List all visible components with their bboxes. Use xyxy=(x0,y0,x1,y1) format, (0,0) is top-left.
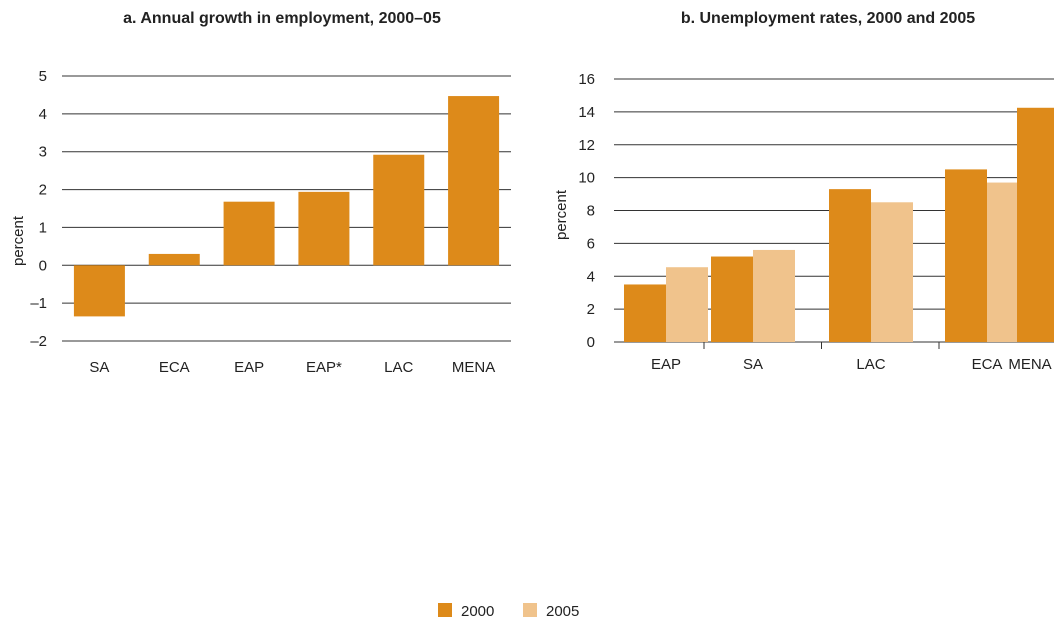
panel-b-y-tick: 8 xyxy=(587,203,595,220)
panel-b-y-tick: 12 xyxy=(578,137,595,154)
panel-b-y-tick: 4 xyxy=(587,268,595,285)
panel-a-bar-lac xyxy=(373,154,425,266)
panel-b-bar-eca-2000 xyxy=(945,169,987,342)
legend-label-2005: 2005 xyxy=(546,603,579,620)
panel-a-y-tick: –2 xyxy=(30,333,47,350)
panel-a-bar-eca xyxy=(148,253,200,266)
panel-b-bar-lac-2005 xyxy=(871,202,913,342)
panel-a-bar-sa xyxy=(73,265,125,317)
panel-b-bar-sa-2000 xyxy=(711,256,753,342)
panel-b-bar-sa-2005 xyxy=(753,249,795,342)
panel-a-y-tick: 0 xyxy=(39,257,47,274)
panel-b-y-axis-label: percent xyxy=(553,189,570,240)
panel-a-category-eap: EAP xyxy=(234,359,264,376)
panel-b-category-sa: SA xyxy=(743,356,763,373)
panel-b-y-tick: 2 xyxy=(587,301,595,318)
legend-swatch-2000 xyxy=(438,603,452,617)
panel-b-category-lac: LAC xyxy=(856,356,885,373)
panel-a-bar-eap xyxy=(298,191,350,266)
panel-a-category-eca: ECA xyxy=(159,359,190,376)
panel-b-bar-eap-2005 xyxy=(666,267,708,342)
panel-a-y-tick: –1 xyxy=(30,295,47,312)
panel-a-y-tick: 2 xyxy=(39,182,47,199)
panel-b-unemployment-rates: b. Unemployment rates, 2000 and 2005 per… xyxy=(553,10,1054,373)
panel-a-y-tick: 3 xyxy=(39,144,47,161)
panel-b-y-tick: 14 xyxy=(578,104,595,121)
panel-a-gridlines xyxy=(62,75,511,342)
panel-a-bar-eap xyxy=(223,201,275,266)
legend-label-2000: 2000 xyxy=(461,603,494,620)
legend-swatch-2005 xyxy=(523,603,537,617)
panel-a-category-labels: SA ECA EAP EAP* LAC MENA xyxy=(89,359,495,376)
panel-b-y-tick-labels: 0 2 4 6 8 10 12 14 16 xyxy=(578,71,595,351)
panel-a-category-eap: EAP* xyxy=(306,359,342,376)
panel-b-category-eap: EAP xyxy=(651,356,681,373)
panel-b-bars xyxy=(624,107,1054,342)
panel-a-employment-growth: a. Annual growth in employment, 2000–05 … xyxy=(10,10,511,376)
panel-b-y-tick: 0 xyxy=(587,334,595,351)
panel-a-title: a. Annual growth in employment, 2000–05 xyxy=(123,10,441,27)
panel-a-bars xyxy=(73,96,500,317)
panel-b-y-tick: 10 xyxy=(578,170,595,187)
panel-b-bar-lac-2000 xyxy=(829,189,871,342)
panel-b-bar-eap-2000 xyxy=(624,284,666,342)
panel-b-y-tick: 16 xyxy=(578,71,595,88)
panel-a-y-tick-labels: –2 –1 0 1 2 3 4 5 xyxy=(30,68,47,350)
legend: 2000 2005 xyxy=(438,603,579,620)
panel-b-y-tick: 6 xyxy=(587,235,595,252)
panel-a-category-lac: LAC xyxy=(384,359,413,376)
panel-a-y-axis-label: percent xyxy=(10,215,27,266)
panel-a-y-tick: 5 xyxy=(39,68,47,85)
panel-a-y-tick: 4 xyxy=(39,106,47,123)
panel-b-category-eca: ECA xyxy=(972,356,1003,373)
panel-a-y-tick: 1 xyxy=(39,219,47,236)
panel-b-bar-mena-2000 xyxy=(1017,107,1054,342)
panel-a-bar-mena xyxy=(448,96,500,266)
panel-b-category-mena: MENA xyxy=(1008,356,1051,373)
panel-a-category-mena: MENA xyxy=(452,359,495,376)
panel-a-category-sa: SA xyxy=(89,359,109,376)
panel-b-title: b. Unemployment rates, 2000 and 2005 xyxy=(681,10,975,27)
panel-b-category-labels: EAP SA LAC ECA MENA xyxy=(651,356,1052,373)
